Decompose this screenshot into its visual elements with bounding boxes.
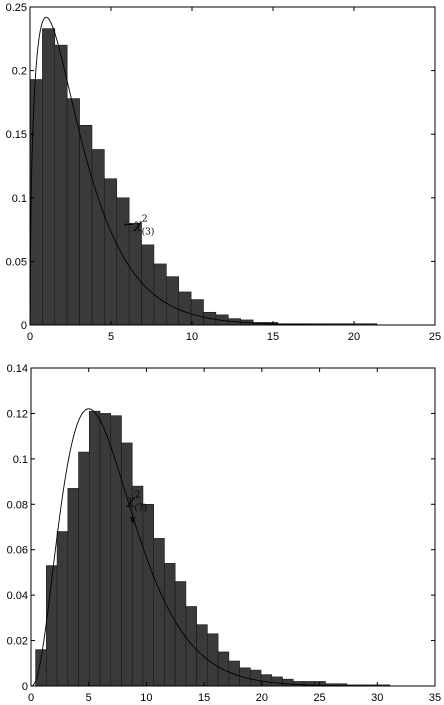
histogram-bar: [91, 149, 105, 326]
x-tick-label: 15: [198, 692, 210, 704]
x-tick-label: 30: [371, 692, 383, 704]
x-tick-label: 0: [27, 331, 33, 343]
y-tick-label: 0.08: [7, 499, 28, 511]
y-tick-label: 0.14: [7, 363, 28, 375]
y-tick-label: 0.2: [12, 66, 27, 78]
x-tick-label: 15: [267, 331, 279, 343]
histogram-bar: [282, 678, 294, 687]
histogram-bar: [271, 676, 283, 687]
x-tick-label: 35: [429, 692, 441, 704]
x-tick-label: 5: [86, 692, 92, 704]
histogram-bar: [54, 44, 68, 326]
histogram-bar: [78, 451, 90, 687]
histogram-bar: [228, 660, 240, 687]
histogram-bar: [153, 538, 165, 687]
y-tick-label: 0.1: [13, 454, 28, 466]
y-tick-label: 0.02: [7, 636, 28, 648]
chi-square-annotation: ←χ2 (3): [124, 214, 154, 237]
histogram-bar: [190, 299, 204, 326]
x-tick-label: 25: [429, 331, 441, 343]
histogram-bar: [128, 222, 142, 326]
chi-square-annotation: χ2 (7): [126, 490, 147, 513]
y-tick-label: 0.06: [7, 545, 28, 557]
histogram-bar: [166, 276, 180, 326]
histogram-bar: [88, 410, 101, 687]
histogram-bar: [250, 669, 262, 687]
plot-frame: [30, 367, 436, 687]
y-tick-label: 0: [21, 320, 27, 332]
annotation-symbol: χ: [126, 493, 136, 508]
x-tick-label: 10: [186, 331, 198, 343]
histogram-bar: [99, 413, 112, 687]
histogram-bar: [67, 488, 79, 687]
histogram-bar: [46, 565, 58, 687]
chart-panel-2: 0 5 10 15 20 25 30 35 0 0.02 0.04 0.06 0.08 0.1 0.12 0.…: [7, 363, 442, 704]
histogram-bars: [29, 28, 378, 326]
histogram-bar: [153, 263, 167, 326]
x-tick-label: 20: [256, 692, 268, 704]
y-tick-label: 0.04: [7, 590, 28, 602]
x-tick-label: 5: [108, 331, 114, 343]
histogram-bar: [121, 442, 133, 687]
histogram-bar: [174, 581, 187, 687]
y-tick-label: 0.15: [6, 129, 27, 141]
histogram-bar: [110, 415, 122, 687]
y-tick-label: 0.05: [6, 256, 27, 268]
annotation-arrow: ←: [124, 217, 134, 231]
y-tick-label: 0.12: [7, 408, 28, 420]
annotation-subscript: (7): [134, 502, 147, 513]
histogram-bar: [207, 633, 219, 687]
histogram-bar: [29, 79, 43, 326]
histogram-bar: [66, 98, 80, 326]
x-tick-label: 20: [348, 331, 360, 343]
histogram-bar: [178, 291, 192, 326]
histogram-bar: [217, 651, 230, 687]
annotation-subscript: (3): [142, 226, 155, 237]
chart-panel-1: 0 5 10 15 20 25 0 0.05 0.1 0.15 0.2 0.25 ←χ2 (3): [6, 2, 442, 343]
histogram-bar: [104, 178, 118, 326]
y-tick-label: 0.25: [6, 2, 27, 14]
histogram-bar: [131, 485, 144, 687]
histogram-bars: [35, 410, 391, 687]
x-tick-label: 0: [28, 692, 34, 704]
y-tick-label: 0: [22, 681, 28, 693]
x-tick-label: 10: [140, 692, 152, 704]
histogram-bar: [142, 503, 155, 687]
y-tick-label: 0.1: [12, 193, 27, 205]
histogram-bar: [164, 563, 176, 687]
histogram-bar: [35, 649, 47, 687]
histogram-bar: [42, 28, 56, 326]
annotation-arrowhead: [129, 516, 136, 524]
histogram-bar: [292, 681, 305, 687]
histogram-bar: [260, 674, 273, 687]
plot-frame: [29, 6, 436, 326]
x-tick-label: 25: [313, 692, 325, 704]
histogram-bar: [185, 606, 197, 687]
histogram-bar: [56, 531, 69, 687]
annotation-superscript: 2: [135, 490, 141, 500]
annotation-symbol: χ: [133, 217, 143, 232]
annotation-superscript: 2: [142, 214, 148, 224]
